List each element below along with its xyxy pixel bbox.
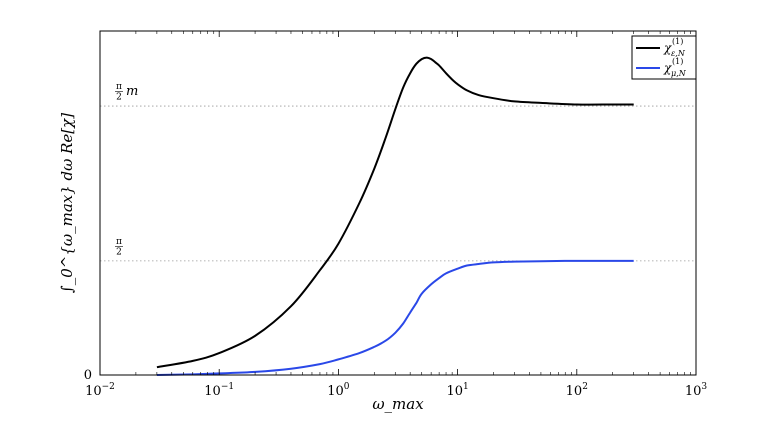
legend-symbol: χ [663, 41, 672, 55]
legend-superscript: (1) [672, 57, 683, 66]
reference-label-numerator: π [116, 82, 122, 92]
reference-label-numerator: π [116, 237, 122, 247]
legend-symbol: χ [663, 61, 672, 75]
y-tick-label-0: 0 [84, 368, 92, 383]
legend-label-2: χ (1) μ,N [663, 57, 687, 78]
series-line-2 [156, 259, 634, 376]
y-axis-label: ∫_0^{ω_max} dω Re[χ] [58, 113, 76, 293]
legend-subscript: ε,N [671, 49, 686, 58]
reference-label-2: π2 [115, 237, 123, 257]
legend-label-1: χ (1) ε,N [663, 37, 686, 58]
x-tick-label-3: 101 [446, 382, 468, 399]
series-layer [156, 56, 634, 376]
reference-label-denominator: 2 [116, 93, 122, 103]
legend-superscript: (1) [672, 37, 683, 46]
reference-label-1: π2 m [115, 82, 138, 103]
y-axis-label-text: ∫_0^{ω_max} dω Re[χ] [58, 113, 76, 293]
legend-subscript: μ,N [671, 69, 687, 78]
legend-box [631, 35, 697, 80]
x-tick-label-4: 102 [566, 382, 588, 399]
legend: χ (1)ε,Nχ (1)μ,N [631, 35, 697, 80]
axis-ticks: 010−2 10−1 100 101 102 103 [84, 31, 708, 399]
x-tick-label-2: 100 [327, 382, 350, 399]
reference-label-suffix: m [126, 84, 138, 99]
x-axis-label: ω_max [372, 395, 424, 413]
reference-label-denominator: 2 [116, 247, 122, 257]
plot-frame [99, 30, 697, 376]
series-line-1 [156, 56, 634, 369]
x-tick-label-0: 10−2 [85, 382, 115, 399]
x-tick-label-5: 103 [685, 382, 708, 399]
reference-lines: π2 mπ2 [100, 82, 696, 262]
x-tick-label-1: 10−1 [204, 382, 234, 399]
